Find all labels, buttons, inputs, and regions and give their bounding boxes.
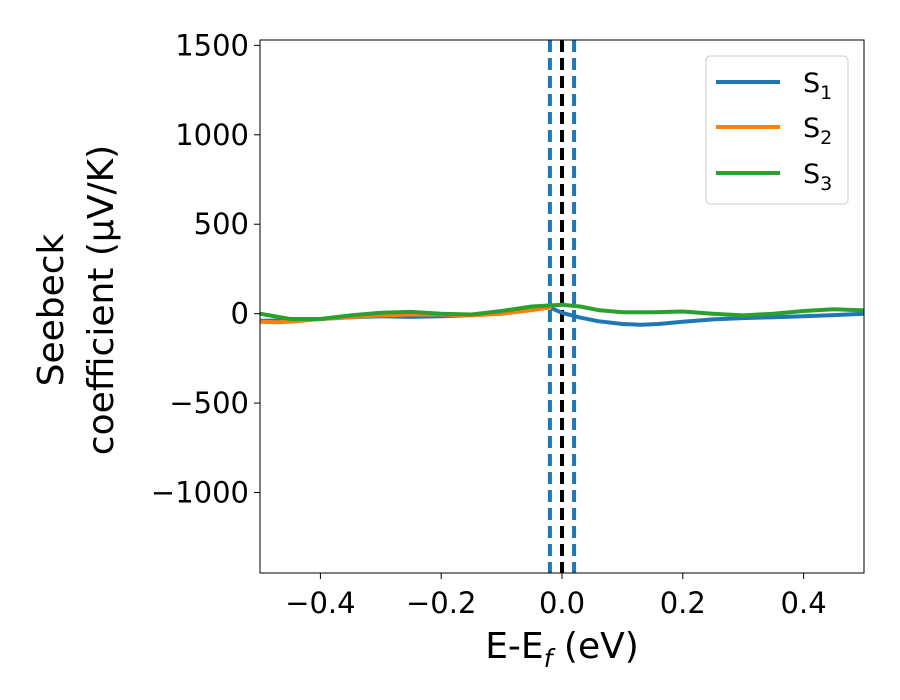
y-axis-ticks: −1000 −500 0 500 1000 1500 [151, 28, 260, 510]
y-tick-label: 1000 [175, 118, 249, 152]
legend-label-s1: S1 [803, 68, 832, 104]
legend-label-s2: S2 [803, 113, 832, 149]
x-axis-ticks: −0.4 −0.2 0.0 0.2 0.4 [285, 573, 827, 620]
y-axis-label-line-1: Seebeck [31, 233, 72, 386]
y-tick-label: 500 [194, 207, 249, 241]
data-series [260, 302, 864, 327]
x-axis-label: E-Ef (eV) [485, 626, 639, 673]
y-tick-label: 0 [231, 297, 249, 331]
x-tick-label: −0.2 [406, 586, 476, 620]
y-axis-label-line-2: coefficient (μV/K) [81, 145, 122, 455]
legend: S1 S2 S3 [705, 55, 849, 205]
legend-label-s3: S3 [803, 159, 832, 195]
x-tick-label: 0.2 [660, 586, 706, 620]
series-line-s3 [260, 302, 864, 321]
x-axis-label-main: E-E [485, 626, 543, 667]
series-line-s2 [260, 305, 552, 325]
legend-box [705, 55, 849, 205]
y-tick-label: 1500 [175, 28, 249, 62]
x-tick-label: 0.4 [781, 586, 827, 620]
x-tick-label: 0.0 [539, 586, 585, 620]
y-tick-label: −1000 [151, 476, 249, 510]
x-axis-label-unit: (eV) [552, 626, 638, 667]
y-tick-label: −500 [169, 386, 249, 420]
x-tick-label: −0.4 [285, 586, 355, 620]
